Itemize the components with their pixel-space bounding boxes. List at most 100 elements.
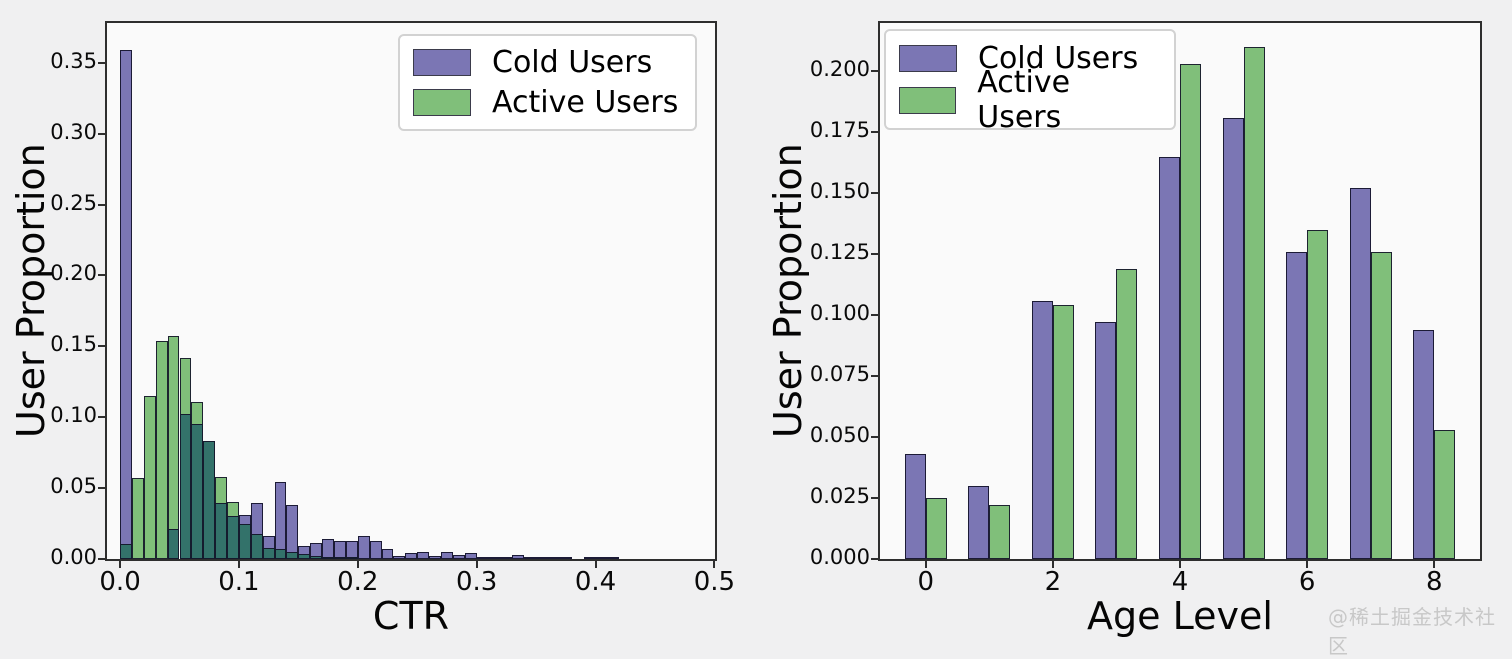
y-axis-tick xyxy=(98,61,107,64)
histogram-bar-overlap xyxy=(334,557,346,559)
active-users-swatch-icon xyxy=(899,86,957,114)
legend-label: Cold Users xyxy=(978,41,1139,76)
histogram-bar-cold xyxy=(120,49,132,559)
x-tick-label: 0.2 xyxy=(337,567,379,597)
legend-item-cold-users: Cold Users xyxy=(413,43,682,83)
x-axis-tick xyxy=(1179,559,1181,568)
bar-active-users xyxy=(1370,251,1392,559)
y-axis-tick xyxy=(98,558,107,560)
x-axis-tick xyxy=(237,559,240,568)
histogram-bar-overlap xyxy=(310,556,323,559)
bar-active-users xyxy=(989,505,1011,559)
histogram-bar-cold xyxy=(583,557,596,559)
y-axis-tick xyxy=(871,70,880,73)
y-axis-tick xyxy=(871,558,880,560)
x-axis-tick xyxy=(119,559,122,568)
bar-active-users xyxy=(1116,268,1138,559)
histogram-bar-overlap xyxy=(167,529,180,559)
bar-cold-users xyxy=(1286,251,1308,559)
histogram-bar-active xyxy=(143,395,156,559)
histogram-bar-cold xyxy=(393,556,406,559)
bar-active-users xyxy=(1243,46,1265,559)
cold-users-swatch-icon xyxy=(899,45,957,72)
left-chart-legend: Cold Users Active Users xyxy=(398,34,697,131)
legend-label: Cold Users xyxy=(492,45,653,81)
histogram-bar-active xyxy=(131,478,144,559)
x-tick-label: 8 xyxy=(1425,567,1443,597)
y-tick-label: 0.25 xyxy=(50,190,97,215)
x-tick-label: 6 xyxy=(1298,567,1316,597)
bar-cold-users xyxy=(1095,322,1117,559)
x-tick-label: 0.4 xyxy=(574,567,617,597)
x-tick-label: 0.1 xyxy=(218,567,260,597)
histogram-bar-cold xyxy=(464,552,477,559)
y-axis-tick xyxy=(871,131,880,134)
right-chart-legend: Cold Users Active Users xyxy=(884,29,1176,135)
y-axis-tick xyxy=(871,253,880,256)
x-tick-label: 0.5 xyxy=(693,567,736,597)
y-axis-tick xyxy=(871,497,880,500)
histogram-bar-cold xyxy=(381,549,394,559)
histogram-bar-overlap xyxy=(120,544,132,559)
histogram-bar-overlap xyxy=(262,547,275,559)
histogram-bar-overlap xyxy=(227,515,239,559)
cold-users-swatch-icon xyxy=(413,49,471,77)
bar-active-users xyxy=(925,498,947,559)
left-x-axis-title: CTR xyxy=(372,594,450,638)
histogram-bar-cold xyxy=(547,557,560,559)
y-tick-label: 0.000 xyxy=(809,545,870,569)
x-tick-label: 0.3 xyxy=(455,567,498,597)
histogram-bar-cold xyxy=(500,557,513,559)
histogram-bar-overlap xyxy=(250,534,263,559)
histogram-bar-cold xyxy=(536,557,548,559)
histogram-bar-cold xyxy=(286,505,299,559)
x-axis-tick xyxy=(1306,559,1309,568)
histogram-bar-overlap xyxy=(298,554,311,559)
histogram-bar-overlap xyxy=(191,423,204,559)
histogram-bar-overlap xyxy=(179,414,192,559)
y-tick-label: 0.30 xyxy=(50,119,97,144)
legend-item-active-users: Active Users xyxy=(899,65,1161,135)
figure: 0.0 0.1 0.2 0.3 0.4 0.5 0.00 0.05 0.10 0.15 0.20 0.… xyxy=(9,21,1495,658)
y-axis-tick xyxy=(98,132,107,135)
legend-label: Active Users xyxy=(977,65,1071,135)
histogram-bar-cold xyxy=(274,482,287,559)
y-tick-label: 0.20 xyxy=(50,261,97,286)
histogram-bar-cold xyxy=(429,556,441,559)
x-axis-tick xyxy=(713,559,716,568)
x-tick-label: 2 xyxy=(1044,567,1062,597)
y-tick-label: 0.15 xyxy=(50,332,97,357)
histogram-bar-cold xyxy=(357,536,370,559)
histogram-bar-overlap xyxy=(345,557,358,559)
y-tick-label: 0.00 xyxy=(50,545,97,569)
histogram-bar-cold xyxy=(369,540,382,559)
histogram-bar-active xyxy=(167,336,180,559)
histogram-bar-overlap xyxy=(215,503,228,559)
active-users-swatch-icon xyxy=(413,88,471,116)
histogram-bar-cold xyxy=(559,557,572,559)
bar-cold-users xyxy=(1349,188,1371,559)
x-tick-label: 0.0 xyxy=(99,567,141,597)
y-axis-tick xyxy=(98,416,107,419)
legend-item-active-users: Active Users xyxy=(413,83,682,123)
histogram-bar-active xyxy=(155,340,168,559)
histogram-bar-cold xyxy=(488,556,501,559)
histogram-bar-cold xyxy=(452,555,465,559)
bar-cold-users xyxy=(1413,329,1435,559)
x-axis-tick xyxy=(356,559,359,568)
y-tick-label: 0.150 xyxy=(809,179,870,204)
legend-label: Active Users xyxy=(492,84,679,120)
histogram-bar-cold xyxy=(441,551,453,559)
y-tick-label: 0.100 xyxy=(809,301,870,326)
histogram-bar-cold xyxy=(524,557,537,559)
y-axis-tick xyxy=(871,436,880,439)
y-axis-tick xyxy=(98,274,107,277)
histogram-bar-cold xyxy=(607,557,620,559)
histogram-bar-cold xyxy=(417,551,430,559)
x-axis-tick xyxy=(475,559,478,568)
bar-cold-users xyxy=(1031,300,1053,559)
bar-cold-users xyxy=(1159,156,1180,559)
right-y-axis-title: User Proportion xyxy=(766,143,810,439)
histogram-bar-overlap xyxy=(286,551,299,559)
histogram-bar-overlap xyxy=(238,524,251,559)
